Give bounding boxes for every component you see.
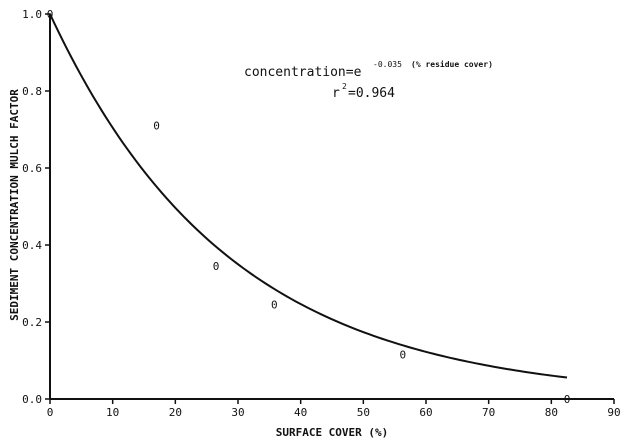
data-point: 0 (47, 8, 54, 21)
equation-main: concentration=e (244, 65, 362, 80)
x-tick-label: 20 (169, 406, 182, 419)
data-point: 0 (564, 393, 571, 406)
y-tick-label: 0.0 (22, 393, 42, 406)
x-tick-label: 70 (482, 406, 495, 419)
y-tick-label: 1.0 (22, 8, 42, 21)
y-tick-label: 0.8 (22, 85, 42, 98)
x-tick-label: 40 (294, 406, 307, 419)
data-point: 0 (271, 299, 278, 312)
data-point: 0 (400, 349, 407, 362)
x-tick-label: 10 (106, 406, 119, 419)
x-tick-label: 50 (357, 406, 370, 419)
x-tick-label: 0 (47, 406, 54, 419)
equation-exponent: -0.035 (373, 60, 402, 69)
r2-annotation: r 2 =0.964 (332, 82, 395, 101)
equation-tail: (% residue cover) (411, 59, 493, 69)
r2-value: =0.964 (348, 86, 395, 101)
equation-annotation: concentration=e -0.035 (% residue cover) (244, 59, 493, 80)
data-point: 0 (213, 260, 220, 273)
y-axis-label: SEDIMENT CONCENTRATION MULCH FACTOR (8, 89, 21, 321)
y-axis-ticks: 0.0 0.2 0.4 0.6 0.8 1.0 (22, 8, 50, 406)
x-tick-label: 30 (231, 406, 244, 419)
x-tick-label: 60 (419, 406, 432, 419)
plot-frame (49, 14, 614, 400)
fit-curve (49, 13, 568, 379)
data-point: 0 (153, 120, 160, 133)
data-points: 0 0 0 0 0 0 (47, 8, 571, 406)
y-tick-label: 0.6 (22, 162, 42, 175)
x-tick-label: 90 (607, 406, 620, 419)
r2-sup: 2 (342, 82, 347, 91)
y-tick-label: 0.4 (22, 239, 42, 252)
x-axis-label: SURFACE COVER (%) (276, 426, 389, 439)
r2-text: r (332, 86, 340, 101)
x-tick-label: 80 (545, 406, 558, 419)
y-tick-label: 0.2 (22, 316, 42, 329)
x-axis-ticks: 0 10 20 30 40 50 60 70 80 90 (47, 399, 621, 419)
